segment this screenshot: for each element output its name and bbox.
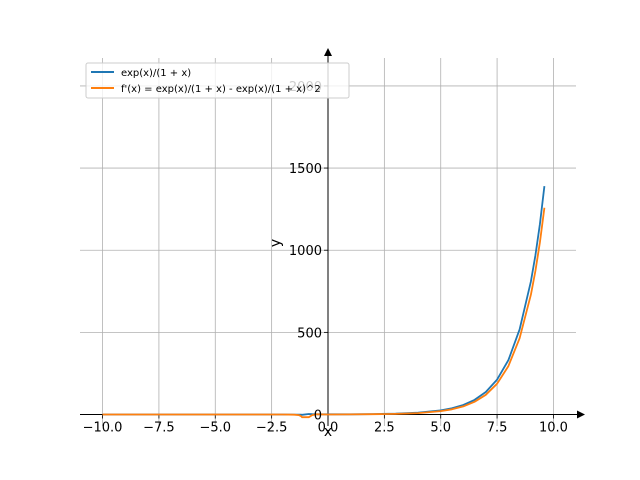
legend: exp(x)/(1 + x) f'(x) = exp(x)/(1 + x) - … [85,62,350,99]
legend-frame [85,62,350,99]
y-tick-label: 0 [314,409,322,424]
y-tick-label: 500 [297,326,322,341]
x-tick-label: −7.5 [143,421,175,436]
axes [80,48,585,426]
x-tick-label: 0.0 [318,421,339,436]
series-line-2 [102,207,546,419]
y-tick-label: 1000 [289,244,322,259]
x-tick-label: 5.0 [430,421,451,436]
x-tick-label: 10.0 [539,421,568,436]
x-axis-arrow [577,410,585,419]
series-lines [102,185,546,419]
x-tick-label: 2.5 [374,421,395,436]
y-tick-label: 1500 [289,162,322,177]
x-tick-label: −10.0 [83,421,123,436]
series-line-1 [102,185,546,416]
x-tick-label: 7.5 [487,421,508,436]
x-tick-label: −5.0 [199,421,231,436]
y-axis-label: y [268,239,284,247]
x-axis-label: x [324,424,332,440]
legend-label-2: f'(x) = exp(x)/(1 + x) - exp(x)/(1 + x)^… [121,84,321,95]
legend-label-1: exp(x)/(1 + x) [121,68,191,79]
x-tick-label: −2.5 [256,421,288,436]
y-axis-arrow [324,48,332,56]
